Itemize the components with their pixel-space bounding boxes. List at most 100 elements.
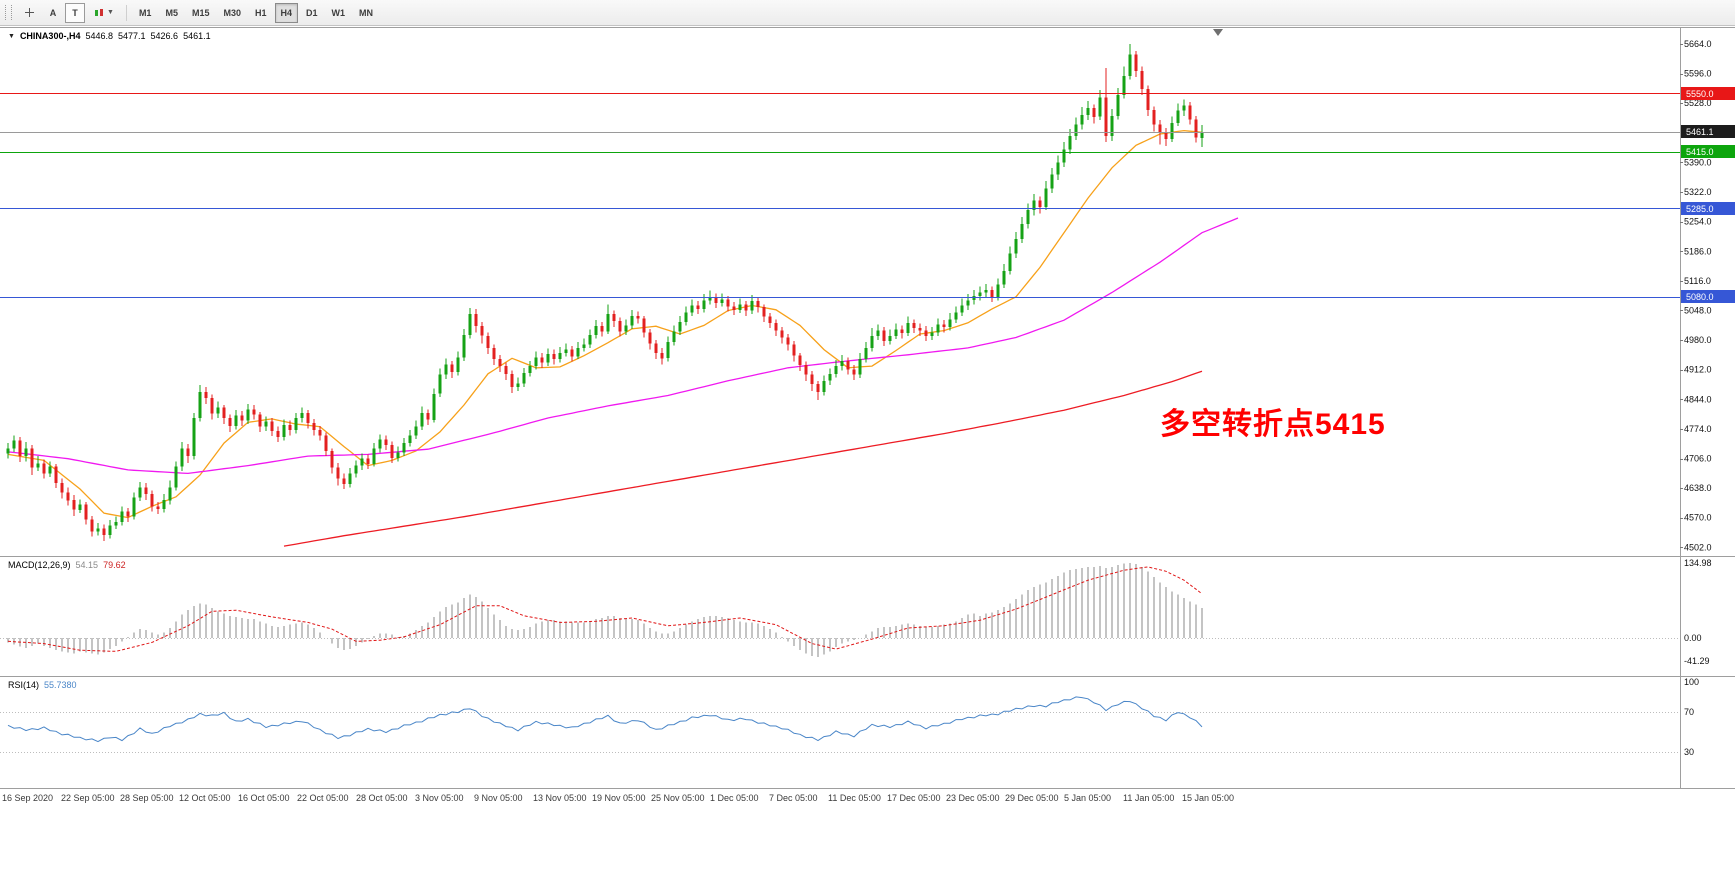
price-tags: 5550.0 5415.0 5285.0 5080.0 5461.1 [1681,87,1735,303]
text-tool-button[interactable]: T [65,2,85,23]
price-tag-label: 5080.0 [1686,292,1714,302]
candle-body [1194,119,1198,138]
candle-body [504,366,508,374]
ohlc-low: 5426.6 [150,31,179,41]
candle-body [846,360,850,370]
candle-body [456,357,460,373]
rsi-tick-label: 30 [1684,747,1694,757]
collapse-triangle-icon[interactable]: ▼ [8,32,15,40]
candle-body [48,466,52,474]
price-tag [1681,145,1735,158]
timeframe-button-h1[interactable]: H1 [249,3,273,23]
time-tick-label: 13 Nov 05:00 [533,793,587,803]
candle-body [78,504,82,510]
timeframe-button-d1[interactable]: D1 [300,3,324,23]
toolbar-drag-handle[interactable] [5,5,12,20]
candle-body [606,314,610,332]
ma-mid-magenta-line [7,217,1239,475]
candle-body [726,299,730,307]
candle-body [216,407,220,414]
candle-body [768,316,772,323]
candle-body [444,364,448,375]
candle-body [378,439,382,449]
time-tick-label: 17 Dec 05:00 [887,793,941,803]
time-tick-label: 22 Oct 05:00 [297,793,349,803]
candle-body [516,383,520,387]
chart-canvas[interactable]: 5664.0 5596.0 5528.0 5390.0 5322.0 5254.0 5186… [0,26,1735,895]
candle-body [420,412,424,427]
timeframe-button-w1[interactable]: W1 [326,3,352,23]
symbol-ohlc-label[interactable]: ▼ CHINA300-,H4 5446.8 5477.1 5426.6 5461… [8,31,211,41]
candle-body [270,421,274,431]
candle-body [996,284,1000,297]
candle-body [534,357,538,367]
candle-body [732,306,736,310]
candle-body [330,450,334,468]
candle-body [96,528,100,532]
price-axis[interactable]: 5664.0 5596.0 5528.0 5390.0 5322.0 5254.0 5186… [1680,39,1712,757]
candle-body [498,359,502,366]
candle-body [474,314,478,327]
candle-body [672,331,676,342]
candle-body [288,424,292,431]
timeframe-button-h4[interactable]: H4 [274,2,299,23]
price-tick-label: 4912.0 [1684,365,1712,375]
objects-tool-button[interactable]: ▼ [87,3,120,23]
candle-body [72,500,76,510]
time-tick-label: 15 Jan 05:00 [1182,793,1234,803]
candle-body [582,344,586,348]
price-tag-label: 5461.1 [1686,127,1714,137]
price-tag-label: 5550.0 [1686,89,1714,99]
candle-body [540,357,544,363]
candle-body [12,440,16,449]
moving-averages [7,129,1239,547]
candle-body [546,353,550,363]
price-tag [1681,125,1735,138]
rsi-tick-label: 70 [1684,707,1694,717]
candle-body [870,335,874,348]
timeframe-button-m30[interactable]: M30 [217,3,247,23]
timeframe-button-m5[interactable]: M5 [159,3,184,23]
candle-body [1092,108,1096,117]
ohlc-open: 5446.8 [85,31,113,41]
candle-body [1026,210,1030,225]
ma-slow-red-line [283,370,1203,547]
candle-body [1014,238,1018,254]
chart-shift-marker-icon[interactable] [1213,29,1223,36]
candle-body [192,418,196,457]
candle-body [462,334,466,358]
candle-body [108,525,112,535]
candle-body [636,315,640,319]
candle-body [204,392,208,399]
candle-body [702,300,706,309]
crosshair-tool-button[interactable] [18,3,41,23]
symbol-period: CHINA300-,H4 [19,31,81,41]
time-tick-label: 16 Oct 05:00 [238,793,290,803]
timeframe-button-mn[interactable]: MN [353,3,379,23]
price-tick-label: 5116.0 [1684,276,1711,286]
candlestick-objects-icon [95,8,103,16]
candle-body [828,373,832,381]
candle-body [24,448,28,457]
rsi-value: 55.7380 [44,680,77,690]
candle-body [696,305,700,309]
candle-body [312,423,316,431]
time-axis[interactable]: 16 Sep 2020 22 Sep 05:00 28 Sep 05:00 12 Oc… [2,793,1234,803]
rsi-panel [7,696,1203,743]
annotation-text[interactable]: 多空转折点5415 [1160,408,1386,441]
candle-body [1110,115,1114,136]
annotate-tool-button[interactable]: A [43,3,63,23]
timeframe-button-m1[interactable]: M1 [133,3,158,23]
timeframe-button-m15[interactable]: M15 [186,3,216,23]
candle-body [1170,122,1174,140]
candle-body [1080,115,1084,125]
horizontal-level-lines [0,93,1680,298]
candle-body [1152,109,1156,125]
candle-body [1164,132,1168,140]
candle-body [222,407,226,418]
candle-body [1068,135,1072,150]
candle-body [480,326,484,336]
time-tick-label: 19 Nov 05:00 [592,793,646,803]
timeframe-group: M1 M5 M15 M30 H1 H4 D1 W1 MN [132,2,380,23]
rsi-indicator-label: RSI(14) 55.7380 [8,680,82,690]
